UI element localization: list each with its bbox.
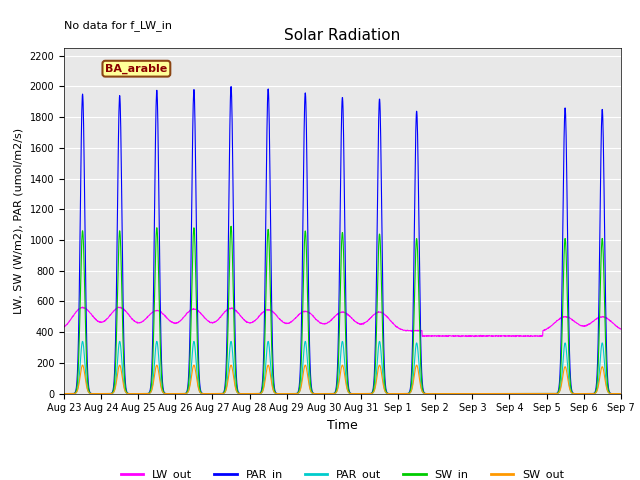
SW_in [60, 391, 68, 396]
PAR_out [487, 391, 495, 396]
LW_out [60, 324, 68, 330]
Line: PAR_in: PAR_in [64, 86, 621, 394]
SW_out [584, 391, 591, 396]
SW_out [617, 391, 625, 396]
Line: LW_out: LW_out [64, 307, 621, 336]
Title: Solar Radiation: Solar Radiation [284, 28, 401, 43]
PAR_out [60, 391, 68, 396]
LW_out [470, 334, 478, 339]
LW_out [114, 304, 122, 310]
PAR_in [568, 388, 576, 394]
PAR_out [568, 390, 576, 396]
PAR_in [216, 391, 223, 396]
PAR_out [505, 391, 513, 396]
Text: No data for f_LW_in: No data for f_LW_in [64, 20, 172, 31]
LW_out [505, 333, 513, 339]
PAR_in [60, 391, 68, 396]
Legend: LW_out, PAR_in, PAR_out, SW_in, SW_out: LW_out, PAR_in, PAR_out, SW_in, SW_out [116, 465, 568, 480]
Y-axis label: LW, SW (W/m2), PAR (umol/m2/s): LW, SW (W/m2), PAR (umol/m2/s) [14, 128, 24, 314]
SW_out [79, 362, 86, 368]
SW_out [487, 391, 495, 396]
SW_out [60, 391, 68, 396]
Line: PAR_out: PAR_out [64, 341, 621, 394]
SW_in [359, 391, 367, 396]
LW_out [371, 311, 379, 317]
Line: SW_in: SW_in [64, 226, 621, 394]
PAR_in [371, 360, 379, 366]
PAR_in [227, 84, 235, 89]
PAR_out [617, 391, 625, 396]
X-axis label: Time: Time [327, 419, 358, 432]
SW_in [227, 223, 235, 229]
LW_out [617, 326, 625, 332]
PAR_in [505, 391, 513, 396]
SW_in [617, 391, 625, 396]
SW_in [487, 391, 495, 396]
SW_in [568, 389, 576, 395]
PAR_out [584, 391, 591, 396]
SW_out [568, 390, 576, 396]
Text: BA_arable: BA_arable [105, 63, 168, 74]
PAR_out [371, 385, 379, 391]
SW_in [505, 391, 513, 396]
SW_in [584, 391, 591, 396]
PAR_out [216, 391, 223, 396]
LW_out [584, 322, 591, 328]
SW_out [216, 391, 223, 396]
PAR_in [487, 391, 495, 396]
SW_in [371, 374, 379, 380]
LW_out [359, 321, 367, 326]
LW_out [568, 317, 576, 323]
SW_out [371, 386, 379, 392]
PAR_out [79, 338, 86, 344]
PAR_in [359, 391, 367, 396]
PAR_out [359, 391, 367, 396]
PAR_in [584, 391, 591, 396]
LW_out [216, 315, 223, 321]
SW_in [216, 391, 223, 396]
SW_out [505, 391, 513, 396]
PAR_in [617, 391, 625, 396]
SW_out [359, 391, 367, 396]
Line: SW_out: SW_out [64, 365, 621, 394]
